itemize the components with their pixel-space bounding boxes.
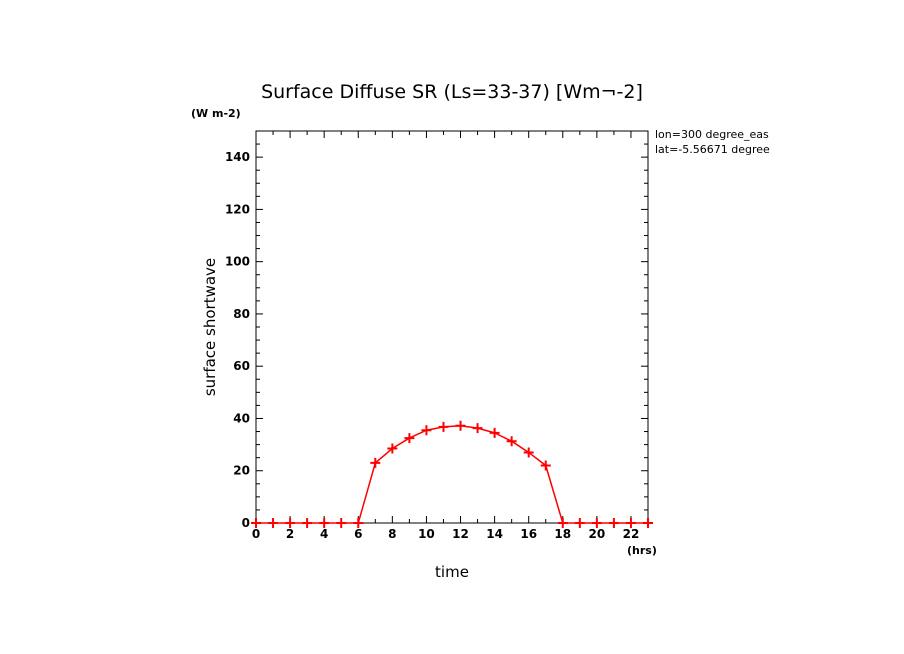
x-tick-label: 20 [589,527,606,541]
data-point-marker [319,518,330,528]
x-tick-labels: 0 2 4 6 8 10 12 14 16 18 20 22 [252,527,639,541]
y-tick-label: 80 [233,307,250,321]
y-tick-label: 0 [242,516,250,530]
ticks-layer [255,130,649,524]
x-tick-label: 2 [286,527,294,541]
data-point-marker [268,518,279,528]
x-tick-label: 14 [486,527,503,541]
annotation-lat: lat=-5.56671 degree [655,143,770,156]
data-point-marker [421,425,432,436]
data-point-marker [370,457,381,468]
y-axis-unit: (W m-2) [191,107,241,120]
data-point-marker [438,421,449,432]
y-tick-label: 120 [225,202,250,216]
data-point-marker [387,443,398,454]
data-point-marker [643,518,653,528]
data-point-marker [574,518,585,528]
data-point-marker [523,447,534,458]
x-tick-label: 10 [418,527,435,541]
data-point-marker [336,518,347,528]
x-tick-label: 4 [320,527,328,541]
data-point-marker [557,518,568,528]
plot-border [255,130,649,524]
data-point-marker [625,518,636,528]
data-point-marker [285,518,296,528]
y-tick-label: 40 [233,411,250,425]
x-tick-label: 8 [388,527,396,541]
y-tick-label: 60 [233,359,250,373]
y-tick-labels: 0 20 40 60 80 100 120 140 [225,150,250,530]
y-tick-label: 140 [225,150,250,164]
data-point-marker [591,518,602,528]
annotation-lon: lon=300 degree_eas [655,128,769,141]
y-tick-label: 20 [233,464,250,478]
data-point-marker [608,518,619,528]
plot-frame [255,130,649,524]
y-axis-title: surface shortwave [201,258,219,396]
data-point-marker [506,436,517,447]
x-tick-label: 22 [623,527,640,541]
series-line [256,425,648,524]
x-tick-label: 12 [452,527,469,541]
data-point-marker [455,420,466,431]
x-tick-label: 0 [252,527,260,541]
data-point-marker [302,518,313,528]
y-tick-label: 100 [225,255,250,269]
data-point-marker [489,427,500,438]
data-point-marker [353,518,364,528]
x-axis-unit: (hrs) [627,544,657,557]
data-point-marker [472,423,483,434]
chart-title: Surface Diffuse SR (Ls=33-37) [Wm¬-2] [261,81,643,103]
data-point-marker [251,518,261,528]
x-axis-title: time [435,563,469,581]
data-point-marker [404,433,415,444]
data-point-marker [540,460,551,471]
x-tick-label: 18 [554,527,571,541]
x-tick-label: 6 [354,527,362,541]
series-layer [251,420,653,528]
x-tick-label: 16 [520,527,537,541]
